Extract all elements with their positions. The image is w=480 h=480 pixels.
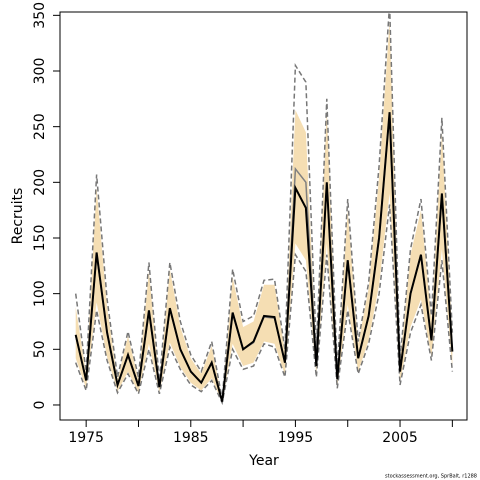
y-axis-label: Recruits [10, 188, 26, 245]
footer: stockassessment.org, SprBalt, r1288 [385, 474, 477, 480]
plot-frame [59, 11, 468, 421]
y-tick-label: 300 [32, 58, 48, 85]
y-tick-label: 100 [32, 280, 48, 307]
x-tick-label: 1975 [68, 430, 104, 446]
y-tick-label: 0 [32, 401, 48, 410]
y-tick-label: 250 [32, 113, 48, 140]
y-tick-label: 200 [32, 169, 48, 196]
x-axis-label: Year [248, 453, 279, 469]
y-tick-label: 50 [32, 340, 48, 358]
x-tick-label: 2005 [382, 430, 418, 446]
bound-line [74, 204, 454, 406]
x-tick-label: 1985 [173, 430, 209, 446]
confidence-band [75, 20, 453, 403]
bound-line [74, 12, 454, 400]
estimate-line [74, 112, 454, 402]
x-tick-label: 1995 [278, 430, 314, 446]
y-tick-label: 150 [32, 225, 48, 252]
y-tick-label: 350 [32, 2, 48, 29]
